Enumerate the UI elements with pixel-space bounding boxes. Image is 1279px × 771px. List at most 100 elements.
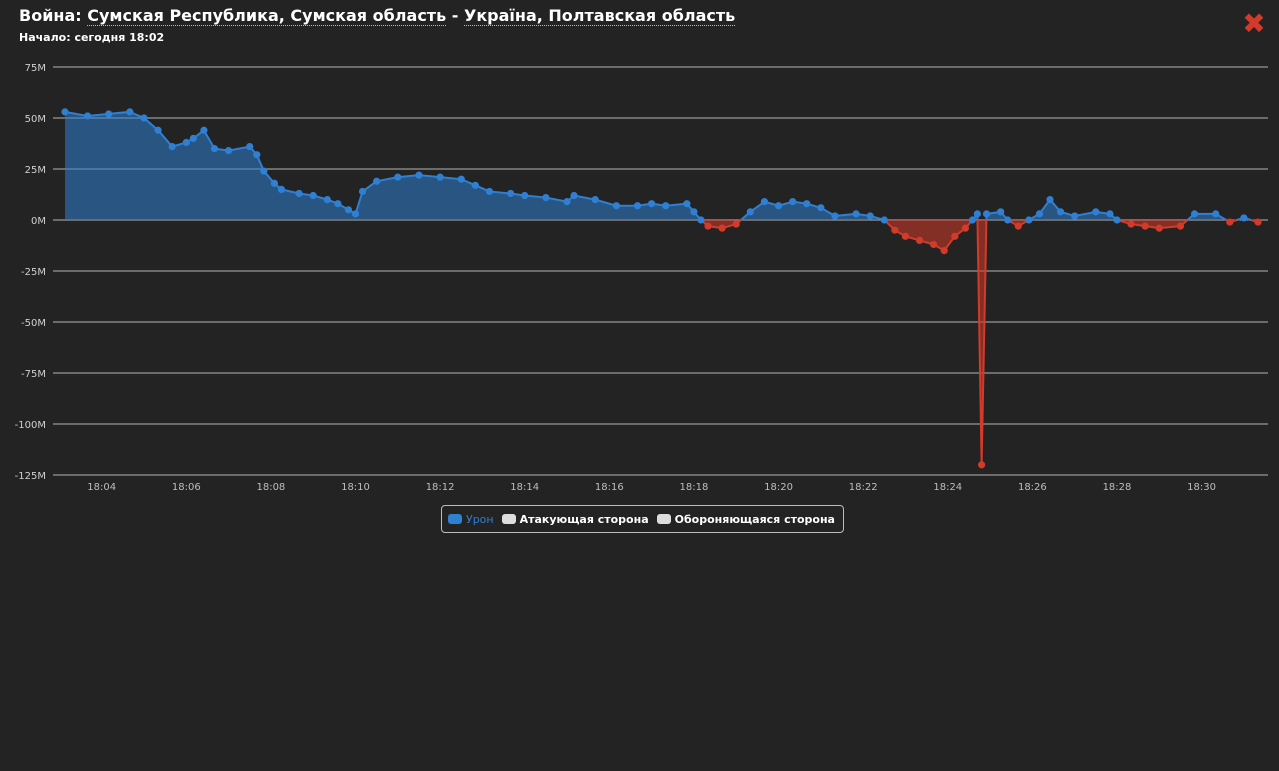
data-point[interactable] <box>457 175 465 183</box>
data-point[interactable] <box>542 193 550 202</box>
data-point[interactable] <box>260 167 268 175</box>
data-point[interactable] <box>973 210 981 218</box>
data-point[interactable] <box>415 171 423 179</box>
data-point[interactable] <box>1226 218 1234 226</box>
data-point[interactable] <box>866 212 874 220</box>
data-point[interactable] <box>168 142 176 151</box>
data-point[interactable] <box>1212 210 1220 218</box>
data-point[interactable] <box>436 173 444 181</box>
data-point[interactable] <box>1254 218 1262 226</box>
data-point[interactable] <box>662 202 670 210</box>
data-point[interactable] <box>697 216 705 224</box>
data-point[interactable] <box>1092 208 1100 216</box>
data-point[interactable] <box>968 216 977 224</box>
data-point[interactable] <box>351 210 360 218</box>
data-point[interactable] <box>774 202 783 210</box>
x-tick-label: 18:06 <box>172 482 201 493</box>
x-tick-label: 18:10 <box>341 482 370 493</box>
data-point[interactable] <box>704 222 712 230</box>
data-point[interactable] <box>210 145 219 153</box>
data-point[interactable] <box>746 208 754 216</box>
data-point[interactable] <box>1240 214 1248 222</box>
legend-item-attacker[interactable]: Атакующая сторона <box>501 513 649 526</box>
legend-swatch-damage <box>448 514 462 524</box>
data-point[interactable] <box>817 204 825 212</box>
legend-item-defender[interactable]: Обороняющаяся сторона <box>656 512 835 526</box>
data-point[interactable] <box>140 114 148 122</box>
positive-line <box>1186 212 1227 221</box>
legend-item-damage[interactable]: Урон <box>448 513 494 526</box>
data-point[interactable] <box>978 461 986 469</box>
data-point[interactable] <box>880 216 888 224</box>
data-point[interactable] <box>803 200 811 208</box>
data-point[interactable] <box>690 208 698 216</box>
data-point[interactable] <box>982 210 991 218</box>
data-point[interactable] <box>521 191 529 200</box>
data-point[interactable] <box>648 200 656 208</box>
data-point[interactable] <box>891 226 899 234</box>
data-point[interactable] <box>901 232 910 240</box>
data-point[interactable] <box>246 142 254 151</box>
data-point[interactable] <box>373 177 381 185</box>
data-point[interactable] <box>951 232 959 240</box>
data-point[interactable] <box>683 200 691 208</box>
data-point[interactable] <box>633 202 642 210</box>
data-point[interactable] <box>154 126 162 134</box>
attacker-link[interactable]: Сумская Республика, Сумская область <box>87 6 447 26</box>
data-point[interactable] <box>471 181 479 189</box>
data-point[interactable] <box>182 138 190 147</box>
data-point[interactable] <box>1046 196 1054 204</box>
data-point[interactable] <box>83 112 92 120</box>
data-point[interactable] <box>344 206 353 214</box>
data-point[interactable] <box>1056 208 1065 216</box>
defender-link[interactable]: Україна, Полтавская область <box>463 6 736 26</box>
data-point[interactable] <box>930 240 938 249</box>
data-point[interactable] <box>61 108 69 116</box>
data-point[interactable] <box>270 179 279 187</box>
data-point[interactable] <box>1035 210 1044 218</box>
legend-label-defender: Обороняющаяся сторона <box>674 512 835 526</box>
data-point[interactable] <box>295 189 303 198</box>
data-point[interactable] <box>591 196 599 204</box>
data-point[interactable] <box>358 187 367 196</box>
data-point[interactable] <box>224 147 233 155</box>
data-point[interactable] <box>277 185 286 193</box>
data-point[interactable] <box>1071 212 1079 220</box>
data-point[interactable] <box>612 202 620 210</box>
data-point[interactable] <box>1176 222 1185 230</box>
data-point[interactable] <box>126 108 134 116</box>
data-point[interactable] <box>940 247 948 255</box>
data-point[interactable] <box>1106 210 1114 218</box>
data-point[interactable] <box>1014 222 1022 230</box>
data-point[interactable] <box>1141 222 1149 230</box>
data-point[interactable] <box>1190 210 1199 218</box>
x-tick-label: 18:30 <box>1187 482 1216 493</box>
data-point[interactable] <box>323 196 331 204</box>
data-point[interactable] <box>915 236 924 244</box>
data-point[interactable] <box>1155 224 1163 232</box>
data-point[interactable] <box>789 198 797 206</box>
data-point[interactable] <box>200 126 208 134</box>
data-point[interactable] <box>334 200 342 208</box>
data-point[interactable] <box>189 134 197 142</box>
data-point[interactable] <box>1025 216 1033 224</box>
data-point[interactable] <box>507 189 515 198</box>
data-point[interactable] <box>394 173 402 181</box>
data-point[interactable] <box>105 110 113 118</box>
data-point[interactable] <box>485 187 494 196</box>
data-point[interactable] <box>570 191 578 200</box>
data-point[interactable] <box>831 212 839 220</box>
data-point[interactable] <box>1004 216 1012 224</box>
data-point[interactable] <box>961 224 969 232</box>
data-point[interactable] <box>253 151 261 159</box>
data-point[interactable] <box>1113 216 1121 224</box>
data-point[interactable] <box>1127 220 1135 228</box>
data-point[interactable] <box>309 191 317 200</box>
data-point[interactable] <box>997 208 1005 216</box>
data-point[interactable] <box>852 210 860 218</box>
data-point[interactable] <box>760 198 769 206</box>
data-point[interactable] <box>732 220 740 228</box>
data-point[interactable] <box>563 198 571 206</box>
close-x-icon[interactable]: ✖ <box>1242 7 1266 40</box>
data-point[interactable] <box>718 224 726 232</box>
